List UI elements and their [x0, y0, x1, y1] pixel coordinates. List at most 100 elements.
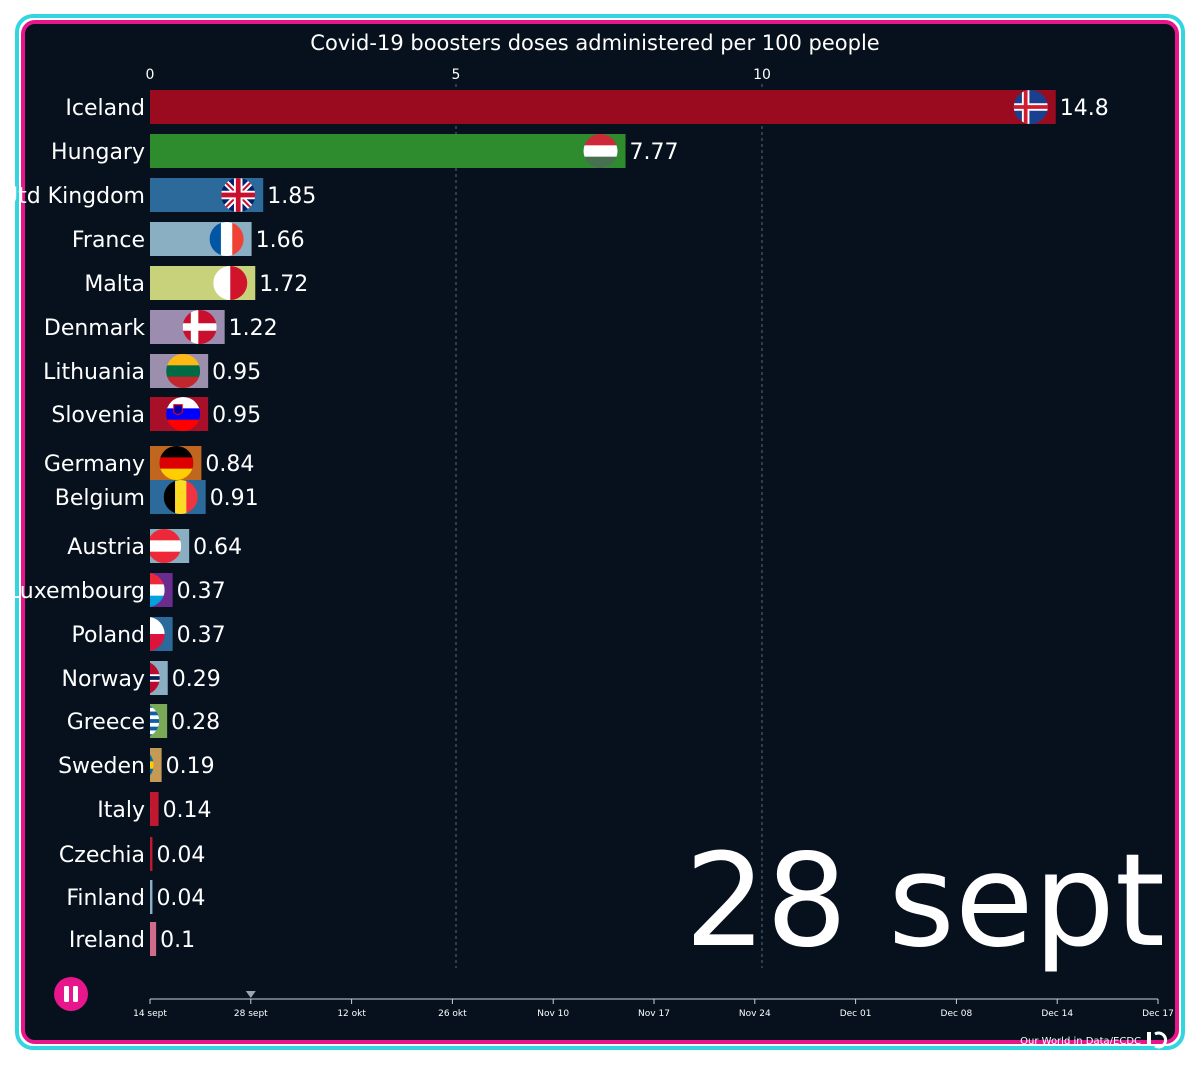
- timeline-label[interactable]: Nov 10: [537, 1009, 569, 1019]
- country-label: Czechia: [59, 843, 145, 868]
- bar-row: France 1.66: [72, 222, 305, 256]
- value-label: 1.22: [229, 316, 278, 341]
- pause-icon-bar[interactable]: [73, 986, 78, 1002]
- timeline-label[interactable]: Nov 24: [739, 1009, 771, 1019]
- country-label: Luxembourg: [8, 579, 145, 604]
- flag-icon: [213, 266, 248, 300]
- value-label: 0.37: [177, 623, 226, 648]
- country-label: Norway: [62, 667, 145, 692]
- value-label: 0.04: [156, 843, 205, 868]
- bar-row: Malta 1.72: [84, 266, 308, 300]
- bar: [150, 837, 153, 871]
- value-label: 0.91: [210, 486, 259, 511]
- timeline-label[interactable]: 26 okt: [438, 1009, 467, 1019]
- flag-icon: [150, 529, 182, 563]
- pause-button[interactable]: [54, 977, 88, 1011]
- country-label: Belgium: [55, 486, 145, 511]
- timeline-handle[interactable]: [245, 991, 256, 998]
- timeline-label[interactable]: 14 sept: [133, 1009, 167, 1019]
- value-label: 7.77: [630, 140, 679, 165]
- value-label: 14.8: [1060, 96, 1109, 121]
- country-label: Utd Kingdom: [2, 184, 145, 209]
- source-credit: Our World in Data/ECDC: [1020, 1036, 1141, 1047]
- country-label: Poland: [72, 623, 145, 648]
- bar-row: Hungary 7.77: [51, 134, 679, 168]
- timeline-label[interactable]: Dec 01: [840, 1009, 872, 1019]
- value-label: 0.04: [156, 886, 205, 911]
- timeline-label[interactable]: Dec 08: [941, 1009, 973, 1019]
- country-label: Germany: [44, 452, 145, 477]
- country-label: Austria: [67, 535, 145, 560]
- flag-icon: [1013, 90, 1048, 124]
- timeline-slider[interactable]: 14 sept 28 sept 12 okt 26 okt Nov 10 Nov 17 No…: [133, 991, 1174, 1019]
- country-label: Lithuania: [43, 360, 145, 385]
- value-label: 0.95: [212, 360, 261, 385]
- bar-row: Greece 0.28: [67, 704, 220, 738]
- value-label: 0.19: [166, 754, 215, 779]
- outer-frame: [15, 14, 1185, 1050]
- bar-row: Slovenia 0.95: [51, 397, 261, 431]
- bar: [150, 922, 157, 956]
- bar-row: Czechia 0.04: [59, 837, 205, 871]
- value-label: 1.66: [256, 228, 305, 253]
- bar-row: Austria 0.64: [67, 529, 242, 563]
- country-label: Slovenia: [51, 403, 145, 428]
- value-label: 0.1: [160, 928, 195, 953]
- flourish-logo-icon: [1147, 1031, 1168, 1049]
- bar-row: Lithuania 0.95: [43, 354, 261, 388]
- bar-row: Norway 0.29: [62, 661, 221, 695]
- value-label: 0.37: [177, 579, 226, 604]
- flag-icon: [182, 310, 217, 344]
- flag-icon: [583, 134, 618, 168]
- pause-icon[interactable]: [64, 986, 69, 1002]
- flag-icon: [150, 792, 151, 826]
- country-label: Greece: [67, 710, 145, 735]
- country-label: Italy: [97, 798, 145, 823]
- bar: [150, 90, 1056, 124]
- flag-icon: [166, 354, 201, 388]
- x-tick-label: 0: [146, 67, 155, 83]
- value-label: 0.95: [212, 403, 261, 428]
- bar-row: Denmark 1.22: [44, 310, 278, 344]
- bar: [150, 748, 162, 782]
- country-label: France: [72, 228, 145, 253]
- bar-row: Poland 0.37: [72, 617, 226, 651]
- flag-icon: [150, 573, 165, 607]
- value-label: 0.84: [205, 452, 254, 477]
- pause-button-bg[interactable]: [54, 977, 88, 1011]
- bar-row: Utd Kingdom 1.85: [2, 178, 316, 212]
- bar-row: Belgium 0.91: [55, 480, 259, 514]
- value-label: 1.72: [259, 272, 308, 297]
- country-label: Denmark: [44, 316, 145, 341]
- flag-icon: [221, 178, 256, 212]
- timeline-label[interactable]: 12 okt: [337, 1009, 366, 1019]
- value-label: 0.28: [171, 710, 220, 735]
- bar: [150, 134, 626, 168]
- country-label: Ireland: [69, 928, 145, 953]
- country-label: Hungary: [51, 140, 145, 165]
- flag-icon: [166, 397, 201, 431]
- bar-row: Iceland 14.8: [65, 90, 1109, 124]
- timeline-label[interactable]: Nov 17: [638, 1009, 670, 1019]
- flag-icon: [209, 222, 244, 256]
- timeline-label[interactable]: 28 sept: [234, 1009, 268, 1019]
- country-label: Sweden: [58, 754, 145, 779]
- flag-icon: [150, 748, 154, 782]
- flag-icon: [150, 661, 160, 695]
- flag-icon: [159, 446, 194, 480]
- bar: [150, 792, 159, 826]
- timeline-label[interactable]: Dec 14: [1041, 1009, 1073, 1019]
- bar-row: Ireland 0.1: [69, 922, 195, 956]
- bars-group: Iceland 14.8 Hungary 7.77 Utd Kingdom 1.85 Fra…: [2, 90, 1109, 956]
- current-date-label: 28 sept: [685, 827, 1165, 976]
- bar-row: Finland 0.04: [66, 880, 205, 914]
- value-label: 0.14: [163, 798, 212, 823]
- bar-row: Italy 0.14: [97, 792, 212, 826]
- value-label: 1.85: [267, 184, 316, 209]
- country-label: Iceland: [65, 96, 145, 121]
- bar-row: Germany 0.84: [44, 446, 254, 480]
- timeline-label[interactable]: Dec 17: [1142, 1009, 1174, 1019]
- value-label: 0.64: [193, 535, 242, 560]
- x-tick-label: 10: [753, 67, 771, 83]
